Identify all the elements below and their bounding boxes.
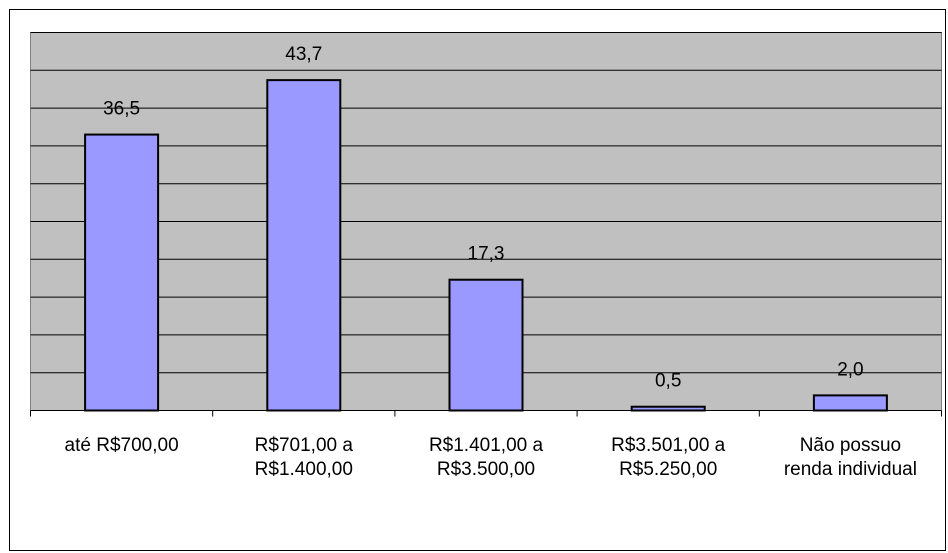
bar (812, 394, 888, 412)
bar (84, 133, 160, 412)
x-tick-label: até R$700,00 (64, 435, 179, 456)
bar (630, 405, 706, 412)
bar (448, 278, 524, 412)
bar (266, 79, 342, 412)
data-label: 36,5 (103, 99, 140, 120)
x-tick-label: R$1.401,00 a R$3.500,00 (428, 435, 544, 480)
x-tick-label: Não possuo renda individual (783, 435, 917, 480)
data-label: 0,5 (655, 371, 681, 392)
data-label: 17,3 (468, 244, 505, 265)
data-label: 43,7 (285, 44, 322, 65)
data-label: 2,0 (837, 359, 863, 380)
x-tick-label: R$3.501,00 a R$5.250,00 (611, 435, 726, 480)
x-tick-label: R$701,00 a R$1.400,00 (254, 435, 353, 480)
